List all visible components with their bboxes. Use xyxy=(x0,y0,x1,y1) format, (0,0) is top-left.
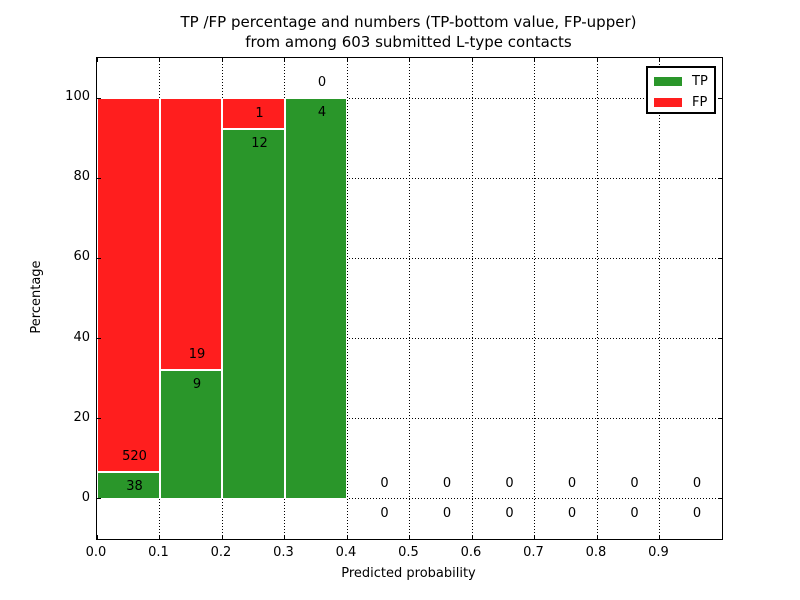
chart-title-line1: TP /FP percentage and numbers (TP-bottom… xyxy=(180,13,637,31)
x-tick-label: 0.7 xyxy=(523,545,544,560)
x-tick-label: 0.2 xyxy=(210,545,232,560)
x-tick-mark xyxy=(221,535,223,539)
fp-color-swatch xyxy=(654,98,682,107)
chart-title-line2: from among 603 submitted L-type contacts xyxy=(245,32,572,51)
x-tick-mark xyxy=(346,58,348,62)
tp-count-label: 0 xyxy=(442,505,452,521)
x-tick-mark xyxy=(534,535,535,539)
bar-segment-fp xyxy=(159,98,222,371)
y-tick-mark xyxy=(718,97,722,99)
gridline-vertical xyxy=(471,58,473,539)
y-tick-mark xyxy=(97,177,101,179)
x-tick-mark xyxy=(409,58,410,62)
legend-label-fp: FP xyxy=(692,95,708,110)
fp-count-label: 0 xyxy=(380,475,389,491)
x-tick-label: 0.6 xyxy=(460,545,482,560)
y-tick-mark xyxy=(97,338,101,340)
x-tick-label: 0.9 xyxy=(648,545,669,560)
tp-count-label: 0 xyxy=(692,505,702,521)
y-tick-mark xyxy=(97,418,101,420)
legend-item-tp: TP xyxy=(648,71,714,92)
x-tick-mark xyxy=(409,535,410,539)
x-tick-mark xyxy=(471,535,473,539)
y-tick-label: 40 xyxy=(73,329,90,345)
x-tick-label: 0.4 xyxy=(335,545,357,560)
fp-count-label: 0 xyxy=(692,475,702,491)
x-tick-mark xyxy=(596,58,598,62)
y-tick-mark xyxy=(718,418,722,420)
gridline-vertical xyxy=(659,58,660,539)
y-tick-label: 20 xyxy=(73,409,90,425)
bar-segment-fp xyxy=(222,98,285,129)
x-tick-mark xyxy=(221,58,223,62)
x-tick-mark xyxy=(596,535,598,539)
chart-title: TP /FP percentage and numbers (TP-bottom… xyxy=(96,13,721,52)
bar-segment-fp xyxy=(97,98,160,472)
legend-label-tp: TP xyxy=(692,74,708,89)
tp-count-label: 0 xyxy=(630,505,639,521)
gridline-vertical xyxy=(346,58,348,539)
x-tick-mark xyxy=(534,58,535,62)
y-tick-mark xyxy=(718,498,722,500)
x-tick-mark xyxy=(159,58,160,62)
tp-count-label: 9 xyxy=(192,377,202,393)
x-tick-mark xyxy=(659,535,660,539)
gridline-vertical xyxy=(409,58,410,539)
fp-count-label: 520 xyxy=(122,448,147,464)
tp-count-label: 0 xyxy=(505,505,514,521)
x-tick-mark xyxy=(659,58,660,62)
y-tick-mark xyxy=(97,257,101,259)
tp-count-label: 0 xyxy=(380,505,389,521)
fp-count-label: 0 xyxy=(442,475,452,491)
y-tick-mark xyxy=(97,97,101,99)
legend: TP FP xyxy=(646,66,716,114)
x-tick-label: 0.0 xyxy=(85,545,107,560)
fp-count-label: 0 xyxy=(317,75,327,91)
gridline-vertical xyxy=(534,58,535,539)
tp-color-swatch xyxy=(654,77,682,86)
x-tick-mark xyxy=(471,58,473,62)
x-tick-label: 0.3 xyxy=(273,545,294,560)
fp-count-label: 0 xyxy=(567,475,577,491)
tp-count-label: 12 xyxy=(251,135,268,151)
tp-count-label: 4 xyxy=(317,105,327,121)
x-tick-label: 0.1 xyxy=(148,545,169,560)
y-tick-label: 80 xyxy=(73,169,90,185)
y-tick-mark xyxy=(718,338,722,340)
y-tick-mark xyxy=(718,257,722,259)
bar-segment-tp xyxy=(284,98,347,499)
fp-count-label: 1 xyxy=(255,105,264,121)
x-tick-mark xyxy=(159,535,160,539)
bar-segment-tp xyxy=(97,471,160,499)
x-tick-label: 0.8 xyxy=(585,545,607,560)
tp-count-label: 38 xyxy=(126,478,143,494)
fp-count-label: 19 xyxy=(188,347,206,363)
y-tick-label: 0 xyxy=(81,489,90,505)
x-tick-label: 0.5 xyxy=(398,545,419,560)
x-tick-mark xyxy=(96,535,98,539)
y-axis-label: Percentage xyxy=(29,260,44,334)
y-tick-label: 60 xyxy=(73,249,90,265)
y-tick-mark xyxy=(718,177,722,179)
fp-count-label: 0 xyxy=(505,475,514,491)
plot-area: 520 38 19 9 1 12 0 4 0 0 0 0 0 0 0 0 0 0 0 0 xyxy=(96,57,723,540)
x-tick-mark xyxy=(346,535,348,539)
fp-count-label: 0 xyxy=(630,475,639,491)
x-tick-mark xyxy=(96,58,98,62)
bar-segment-tp xyxy=(159,370,222,499)
legend-item-fp: FP xyxy=(648,92,714,113)
x-tick-mark xyxy=(284,58,285,62)
gridline-vertical xyxy=(596,58,598,539)
tp-count-label: 0 xyxy=(567,505,577,521)
bar-segment-tp xyxy=(222,128,285,499)
x-axis-label: Predicted probability xyxy=(341,566,476,581)
x-tick-mark xyxy=(284,535,285,539)
y-tick-label: 100 xyxy=(65,89,90,105)
y-tick-mark xyxy=(97,498,101,500)
